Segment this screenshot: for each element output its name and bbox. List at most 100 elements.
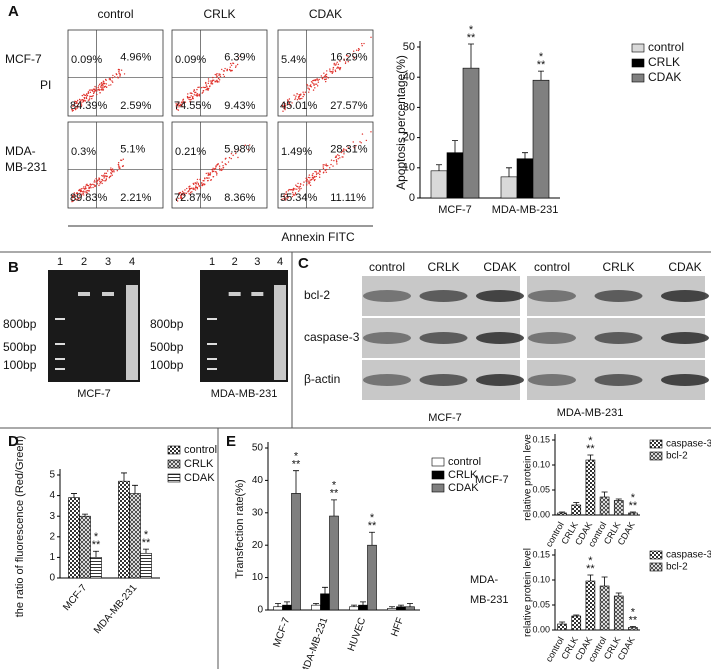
western-band [419, 332, 468, 344]
event-dot [322, 166, 324, 168]
event-dot [293, 194, 295, 196]
event-dot [296, 93, 298, 95]
event-dot [284, 199, 287, 201]
event-dot [183, 194, 185, 196]
event-dot [119, 167, 121, 169]
gel-band [102, 292, 114, 296]
quadrant-percent: 0.21% [175, 146, 206, 158]
bar [557, 623, 567, 631]
event-dot [90, 89, 92, 91]
event-dot [224, 67, 226, 70]
event-dot [325, 78, 328, 80]
event-dot [235, 65, 237, 67]
panel-letter: A [8, 3, 19, 20]
event-dot [195, 91, 197, 93]
gel-smear [274, 285, 286, 380]
event-dot [357, 49, 360, 52]
error-bar [82, 513, 88, 517]
event-dot [293, 94, 295, 96]
significance-mark: * [94, 531, 99, 543]
event-dot [178, 192, 180, 194]
event-dot [80, 99, 82, 101]
event-dot [334, 156, 337, 159]
event-dot [203, 86, 206, 89]
event-dot [313, 179, 316, 182]
event-dot [83, 186, 85, 188]
event-dot [185, 192, 188, 195]
event-dot [332, 66, 335, 69]
event-dot [331, 72, 333, 75]
event-dot [86, 183, 88, 185]
event-dot [335, 155, 337, 157]
event-dot [307, 182, 309, 184]
event-dot [322, 76, 325, 79]
significance-mark: ** [92, 539, 101, 551]
event-dot [206, 85, 208, 88]
event-dot [315, 173, 318, 175]
significance-mark: * [631, 606, 636, 618]
event-dot [103, 83, 105, 85]
event-dot [103, 174, 105, 176]
western-band [528, 290, 576, 302]
legend-label: CDAK [648, 70, 681, 84]
error-bar [522, 152, 528, 159]
event-dot [229, 66, 231, 68]
event-dot [309, 179, 311, 181]
bar [557, 512, 567, 516]
western-band [419, 374, 468, 386]
error-bar [436, 164, 442, 171]
event-dot [313, 83, 315, 85]
flow-row-label: MDA- [5, 144, 36, 158]
event-dot [88, 187, 90, 190]
event-dot [99, 181, 102, 184]
event-dot [117, 77, 119, 79]
legend-swatch [167, 445, 181, 455]
side-label: MCF-7 [475, 474, 509, 486]
western-band [594, 290, 643, 302]
event-dot [99, 92, 101, 94]
event-dot [325, 80, 327, 83]
gel-marker-label: 100bp [3, 358, 37, 372]
flow-plot [171, 29, 268, 117]
y-tick-label: 3 [49, 511, 55, 522]
event-dot [189, 193, 191, 195]
event-dot [81, 94, 84, 97]
event-dot [179, 191, 182, 194]
event-dot [175, 105, 177, 107]
event-dot [89, 95, 91, 98]
quadrant-percent: 84.39% [70, 100, 108, 112]
significance-mark: * [588, 435, 593, 447]
event-dot [306, 184, 308, 186]
event-dot [347, 146, 349, 148]
event-dot [92, 92, 95, 95]
gel-marker-label: 800bp [3, 317, 37, 331]
event-dot [365, 139, 368, 142]
error-bar [601, 576, 608, 586]
y-axis-label: Transfection rate(%) [234, 479, 246, 578]
event-dot [352, 141, 354, 143]
error-bar [389, 606, 395, 609]
event-dot [226, 69, 228, 72]
event-dot [307, 85, 309, 87]
y-tick-label: 0.00 [532, 624, 550, 634]
event-dot [307, 180, 309, 182]
event-dot [337, 157, 339, 160]
event-dot [228, 68, 231, 71]
event-dot [193, 94, 196, 96]
event-dot [297, 182, 299, 185]
western-row-label: caspase-3 [304, 330, 360, 344]
event-dot [83, 96, 86, 99]
event-dot [325, 171, 328, 173]
gel-caption: MCF-7 [77, 388, 111, 400]
event-dot [178, 106, 180, 108]
event-dot [344, 62, 347, 65]
event-dot [204, 86, 207, 89]
event-dot [180, 196, 182, 199]
event-dot [283, 195, 285, 197]
event-dot [100, 86, 102, 88]
y-tick-label: 50 [252, 443, 264, 454]
y-tick-label: 0.10 [532, 459, 550, 469]
event-dot [307, 87, 309, 89]
flow-row-label: MCF-7 [5, 52, 42, 66]
event-dot [215, 74, 218, 76]
